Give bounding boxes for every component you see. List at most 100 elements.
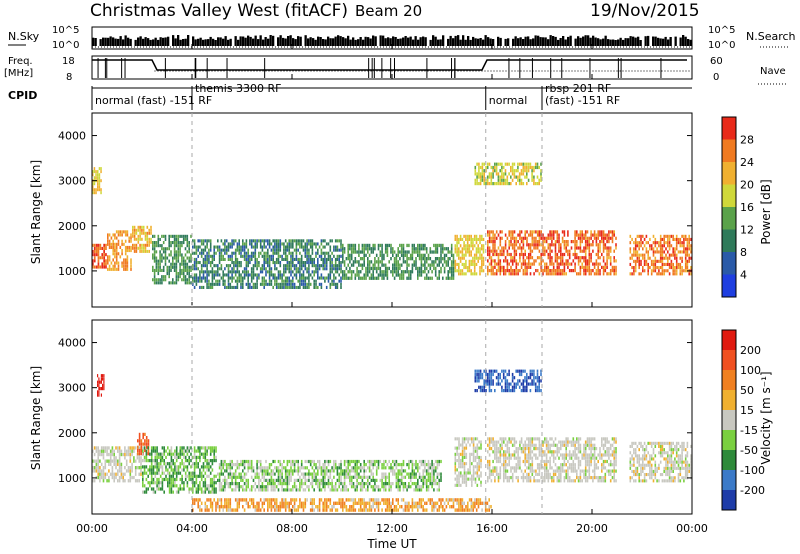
heatmap-cell bbox=[327, 469, 330, 473]
nsky-bar bbox=[272, 35, 275, 46]
heatmap-cell bbox=[208, 474, 210, 478]
heatmap-cell bbox=[367, 243, 369, 248]
heatmap-cell bbox=[115, 236, 118, 240]
heatmap-cell bbox=[486, 178, 489, 182]
heatmap-cell bbox=[400, 243, 403, 248]
nsky-bar bbox=[379, 35, 382, 46]
heatmap-cell bbox=[554, 269, 557, 273]
heatmap-cell bbox=[163, 459, 165, 463]
heatmap-cell bbox=[386, 266, 389, 271]
heatmap-cell bbox=[470, 237, 472, 241]
heatmap-cell bbox=[592, 243, 594, 247]
heatmap-cell bbox=[609, 262, 612, 266]
heatmap-cell bbox=[128, 249, 130, 253]
heatmap-cell bbox=[490, 175, 493, 179]
heatmap-cell bbox=[170, 253, 172, 257]
heatmap-cell bbox=[583, 272, 585, 276]
heatmap-cell bbox=[415, 463, 417, 467]
heatmap-cell bbox=[158, 487, 160, 491]
heatmap-cell bbox=[206, 487, 208, 491]
heatmap-cell bbox=[240, 279, 242, 283]
heatmap-cell bbox=[667, 241, 669, 245]
heatmap-cell bbox=[408, 243, 410, 248]
heatmap-cell bbox=[478, 169, 480, 173]
heatmap-cell bbox=[193, 242, 196, 246]
heatmap-cell bbox=[195, 267, 198, 271]
heatmap-cell bbox=[245, 485, 248, 489]
heatmap-cell bbox=[397, 266, 399, 271]
heatmap-cell bbox=[227, 273, 230, 277]
nsky-bar bbox=[229, 38, 232, 46]
heatmap-cell bbox=[306, 248, 308, 252]
heatmap-cell bbox=[542, 252, 544, 257]
heatmap-cell bbox=[563, 269, 566, 273]
heatmap-cell bbox=[100, 462, 103, 466]
heatmap-cell bbox=[551, 256, 553, 260]
heatmap-cell bbox=[208, 468, 210, 472]
heatmap-cell bbox=[686, 237, 689, 241]
heatmap-cell bbox=[534, 165, 537, 170]
heatmap-cell bbox=[105, 243, 107, 247]
heatmap-cell bbox=[279, 276, 282, 280]
heatmap-cell bbox=[155, 281, 158, 285]
heatmap-cell bbox=[142, 231, 145, 235]
heatmap-cell bbox=[561, 269, 564, 273]
heatmap-cell bbox=[154, 465, 157, 469]
heatmap-cell bbox=[103, 246, 105, 250]
heatmap-cell bbox=[286, 478, 289, 482]
heatmap-cell bbox=[490, 249, 493, 253]
heatmap-cell bbox=[517, 162, 519, 166]
heatmap-cell bbox=[465, 247, 467, 251]
heatmap-cell bbox=[231, 239, 233, 243]
heatmap-cell bbox=[304, 282, 307, 286]
heatmap-cell bbox=[115, 249, 118, 253]
heatmap-cell bbox=[503, 252, 505, 257]
heatmap-cell bbox=[581, 240, 583, 244]
heatmap-cell bbox=[227, 472, 230, 476]
heatmap-cell bbox=[599, 230, 601, 234]
heatmap-cell bbox=[513, 256, 516, 260]
heatmap-cell bbox=[415, 482, 417, 486]
heatmap-cell bbox=[270, 248, 273, 252]
heatmap-cell bbox=[302, 466, 305, 470]
heatmap-cell bbox=[272, 251, 274, 255]
heatmap-cell bbox=[167, 462, 169, 466]
heatmap-cell bbox=[256, 279, 258, 283]
heatmap-cell bbox=[311, 261, 314, 265]
heatmap-cell bbox=[129, 459, 132, 463]
heatmap-cell bbox=[324, 482, 326, 486]
heatmap-cell bbox=[193, 455, 196, 459]
heatmap-cell bbox=[249, 242, 251, 246]
heatmap-cell bbox=[190, 268, 192, 272]
heatmap-cell bbox=[250, 276, 253, 280]
heatmap-cell bbox=[402, 250, 405, 254]
heatmap-cell bbox=[108, 242, 111, 246]
heatmap-cell bbox=[274, 242, 276, 246]
heatmap-cell bbox=[311, 245, 314, 249]
heatmap-cell bbox=[277, 482, 280, 486]
nsky-bar bbox=[264, 37, 267, 46]
heatmap-cell bbox=[288, 482, 290, 486]
heatmap-cell bbox=[258, 239, 260, 243]
heatmap-cell bbox=[318, 488, 321, 492]
heatmap-cell bbox=[97, 265, 100, 269]
heatmap-cell bbox=[206, 465, 208, 469]
heatmap-cell bbox=[547, 236, 550, 240]
heatmap-cell bbox=[135, 246, 138, 250]
heatmap-cell bbox=[290, 282, 292, 286]
heatmap-cell bbox=[661, 237, 664, 241]
heatmap-cell bbox=[217, 273, 219, 277]
heatmap-cell bbox=[520, 162, 523, 166]
heatmap-cell bbox=[506, 269, 509, 273]
heatmap-cell bbox=[165, 455, 167, 459]
heatmap-cell bbox=[174, 449, 176, 453]
heatmap-cell bbox=[392, 469, 394, 473]
heatmap-cell bbox=[497, 259, 500, 263]
heatmap-cell bbox=[100, 446, 103, 450]
heatmap-cell bbox=[397, 472, 399, 476]
heatmap-cell bbox=[390, 257, 392, 261]
heatmap-cell bbox=[479, 247, 481, 251]
heatmap-cell bbox=[358, 270, 360, 274]
heatmap-cell bbox=[174, 455, 176, 459]
heatmap-cell bbox=[665, 253, 667, 257]
